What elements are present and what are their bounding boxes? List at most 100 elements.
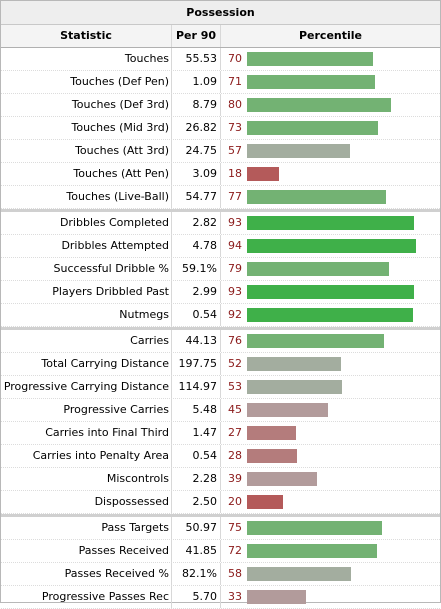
- table-row: Successful Dribble % 59.1% 79: [1, 258, 440, 281]
- percentile-cell: 75: [221, 517, 440, 539]
- per90-value: 8.79: [172, 94, 221, 116]
- table-row: Miscontrols 2.28 39: [1, 468, 440, 491]
- percentile-bar: [247, 121, 378, 135]
- per90-value: 44.13: [172, 330, 221, 352]
- table-row: Dribbles Attempted 4.78 94: [1, 235, 440, 258]
- percentile-cell: 18: [221, 163, 440, 185]
- percentile-cell: 70: [221, 48, 440, 70]
- per90-value: 4.78: [172, 235, 221, 257]
- stat-label: Total Carrying Distance: [1, 353, 172, 375]
- stat-label: Passes Received: [1, 540, 172, 562]
- percentile-bar: [247, 380, 342, 394]
- table-row: Carries into Final Third 1.47 27: [1, 422, 440, 445]
- percentile-bar: [247, 495, 283, 509]
- percentile-bar: [247, 521, 382, 535]
- per90-value: 5.48: [172, 399, 221, 421]
- table-row: Pass Targets 50.97 75: [1, 514, 440, 540]
- table-row: Carries 44.13 76: [1, 327, 440, 353]
- stat-label: Touches: [1, 48, 172, 70]
- percentile-value: 18: [228, 167, 242, 180]
- percentile-bar: [247, 590, 306, 604]
- stat-label: Touches (Mid 3rd): [1, 117, 172, 139]
- per90-value: 0.54: [172, 445, 221, 467]
- percentile-cell: 52: [221, 353, 440, 375]
- stat-label: Players Dribbled Past: [1, 281, 172, 303]
- percentile-cell: 92: [221, 304, 440, 326]
- per90-value: 54.77: [172, 186, 221, 208]
- percentile-bar: [247, 190, 386, 204]
- percentile-value: 70: [228, 52, 242, 65]
- stat-label: Dribbles Completed: [1, 212, 172, 234]
- percentile-cell: 71: [221, 71, 440, 93]
- percentile-value: 53: [228, 380, 242, 393]
- percentile-bar: [247, 567, 351, 581]
- percentile-cell: 20: [221, 491, 440, 513]
- percentile-value: 33: [228, 590, 242, 603]
- percentile-value: 92: [228, 308, 242, 321]
- percentile-cell: 79: [221, 258, 440, 280]
- table-row: Dribbles Completed 2.82 93: [1, 209, 440, 235]
- percentile-value: 28: [228, 449, 242, 462]
- header-per90[interactable]: Per 90: [172, 25, 221, 47]
- percentile-value: 57: [228, 144, 242, 157]
- percentile-value: 72: [228, 544, 242, 557]
- per90-value: 59.1%: [172, 258, 221, 280]
- stat-label: Dribbles Attempted: [1, 235, 172, 257]
- stat-label: Progressive Carries: [1, 399, 172, 421]
- table-caption: Possession: [1, 1, 440, 25]
- stat-label: Miscontrols: [1, 468, 172, 490]
- table-row: Players Dribbled Past 2.99 93: [1, 281, 440, 304]
- percentile-bar: [247, 216, 414, 230]
- percentile-cell: 80: [221, 94, 440, 116]
- per90-value: 0.54: [172, 304, 221, 326]
- stat-label: Touches (Att 3rd): [1, 140, 172, 162]
- percentile-bar: [247, 403, 328, 417]
- percentile-bar: [247, 167, 279, 181]
- table-row: Touches (Att 3rd) 24.75 57: [1, 140, 440, 163]
- header-percentile[interactable]: Percentile: [298, 29, 363, 42]
- stat-label: Dispossessed: [1, 491, 172, 513]
- percentile-value: 39: [228, 472, 242, 485]
- percentile-cell: 77: [221, 186, 440, 208]
- stat-label: Nutmegs: [1, 304, 172, 326]
- percentile-cell: 28: [221, 445, 440, 467]
- stat-label: Pass Targets: [1, 517, 172, 539]
- table-row: Passes Received 41.85 72: [1, 540, 440, 563]
- percentile-bar: [247, 262, 389, 276]
- percentile-cell: 39: [221, 468, 440, 490]
- per90-value: 1.47: [172, 422, 221, 444]
- percentile-bar: [247, 98, 391, 112]
- table-row: Progressive Passes Rec 5.70 33: [1, 586, 440, 609]
- stat-label: Passes Received %: [1, 563, 172, 585]
- percentile-value: 93: [228, 285, 242, 298]
- percentile-value: 27: [228, 426, 242, 439]
- per90-value: 114.97: [172, 376, 221, 398]
- percentile-bar: [247, 544, 377, 558]
- stat-label: Carries: [1, 330, 172, 352]
- table-row: Touches (Live-Ball) 54.77 77: [1, 186, 440, 209]
- stat-label: Carries into Final Third: [1, 422, 172, 444]
- percentile-bar: [247, 357, 341, 371]
- table-row: Touches (Att Pen) 3.09 18: [1, 163, 440, 186]
- percentile-bar: [247, 308, 413, 322]
- per90-value: 24.75: [172, 140, 221, 162]
- per90-value: 2.82: [172, 212, 221, 234]
- percentile-value: 45: [228, 403, 242, 416]
- percentile-value: 71: [228, 75, 242, 88]
- percentile-cell: 76: [221, 330, 440, 352]
- percentile-bar: [247, 426, 296, 440]
- stat-label: Successful Dribble %: [1, 258, 172, 280]
- header-statistic[interactable]: Statistic: [1, 25, 172, 47]
- stat-label: Progressive Passes Rec: [1, 586, 172, 608]
- percentile-value: 20: [228, 495, 242, 508]
- percentile-value: 75: [228, 521, 242, 534]
- percentile-cell: 93: [221, 281, 440, 303]
- table-row: Touches (Def 3rd) 8.79 80: [1, 94, 440, 117]
- percentile-value: 73: [228, 121, 242, 134]
- table-row: Carries into Penalty Area 0.54 28: [1, 445, 440, 468]
- percentile-value: 79: [228, 262, 242, 275]
- per90-value: 55.53: [172, 48, 221, 70]
- percentile-bar: [247, 334, 384, 348]
- per90-value: 50.97: [172, 517, 221, 539]
